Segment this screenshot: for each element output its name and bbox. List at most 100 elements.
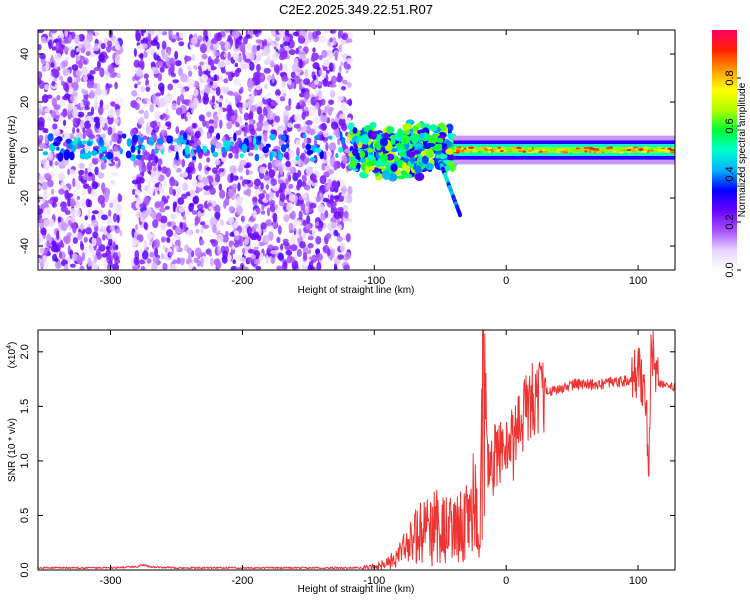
spectrogram-noise-cell <box>211 95 216 104</box>
spectrogram-noise-cell <box>275 36 280 42</box>
spectrogram-noise-cell <box>307 242 314 249</box>
spectrogram-noise-cell <box>38 230 41 236</box>
spectrogram-noise-cell <box>345 251 351 260</box>
spectrogram-noise-cell <box>284 105 292 111</box>
spectrogram-noise-cell <box>301 126 308 134</box>
spectrogram-noise-cell <box>91 156 99 165</box>
spectrogram-noise-cell <box>85 198 91 208</box>
spectrogram-band-cell <box>328 135 333 140</box>
spectrogram-noise-cell <box>72 237 79 244</box>
spectrogram-noise-cell <box>90 188 98 198</box>
spectrogram-noise-cell <box>102 88 108 97</box>
spectrogram-cluster-cell <box>395 142 405 148</box>
spectrogram-noise-cell <box>62 119 67 127</box>
spectrogram-streak-cell <box>458 212 463 218</box>
spectrogram-noise-cell <box>38 30 44 34</box>
spectrogram-noise-cell <box>85 51 91 56</box>
spectrogram-cluster-cell <box>435 154 440 159</box>
spectrogram-noise-cell <box>255 52 262 62</box>
spectrogram-tone-cell <box>460 150 465 153</box>
spectrogram-noise-cell <box>100 133 106 139</box>
spectrogram-band-cell <box>265 143 271 148</box>
spectrogram-noise-cell <box>83 59 88 65</box>
spectrogram-noise-cell <box>242 55 247 61</box>
spectrogram-noise-cell <box>218 189 226 199</box>
spectrogram-noise-cell <box>329 155 336 164</box>
spectrogram-noise-cell <box>248 119 254 125</box>
spectrogram-noise-cell <box>208 175 214 183</box>
spectrogram-band-cell <box>254 153 260 162</box>
spectrogram-band-cell <box>233 132 237 142</box>
spectrogram-noise-cell <box>221 136 226 143</box>
spectrogram-band-cell <box>280 134 287 141</box>
spectrogram-noise-cell <box>176 257 181 265</box>
spectrogram-cluster-cell <box>421 155 429 165</box>
spectrogram-noise-cell <box>92 231 99 239</box>
spectrogram-noise-cell <box>264 83 268 90</box>
spectrogram-noise-cell <box>108 238 113 246</box>
spectrogram-band-cell <box>221 146 226 154</box>
spectrogram-noise-cell <box>117 97 124 107</box>
spectrogram-noise-cell <box>94 30 99 37</box>
spectrogram-noise-cell <box>40 227 47 236</box>
spectrogram-noise-cell <box>140 86 146 93</box>
spectrogram-noise-cell <box>346 57 352 65</box>
spectrogram-noise-cell <box>337 207 344 212</box>
spectrogram-noise-cell <box>241 108 246 113</box>
spectrogram-noise-cell <box>45 61 50 72</box>
spectrogram-noise-cell <box>191 109 195 114</box>
spectrogram-noise-cell <box>165 108 169 115</box>
spectrogram-noise-cell <box>331 222 337 229</box>
spectrogram-noise-cell <box>142 99 148 105</box>
spectrogram-noise-cell <box>113 146 119 152</box>
spectrogram-tone-cell <box>500 147 506 151</box>
spectrogram-noise-cell <box>227 90 234 96</box>
spectrogram-noise-cell <box>161 40 167 50</box>
spectrogram-noise-cell <box>315 30 322 36</box>
spectrogram-noise-cell <box>211 37 218 44</box>
spectrogram-noise-cell <box>227 254 232 262</box>
spectrogram-noise-cell <box>279 96 286 102</box>
snr-xtick-label: -200 <box>231 575 253 587</box>
spectrogram-band-cell <box>339 131 343 141</box>
spectrogram-tone-cell <box>495 149 501 152</box>
spectrogram-noise-cell <box>172 189 176 197</box>
spectrogram-ylabel: Frequency (Hz) <box>7 116 18 185</box>
spectrogram-noise-cell <box>325 232 332 240</box>
spectrogram-noise-cell <box>312 178 318 184</box>
spectrogram-cluster-cell <box>445 148 455 155</box>
spectrogram-tone-cell <box>605 146 611 150</box>
spectrogram-noise-cell <box>308 128 316 136</box>
spectrogram-noise-cell <box>101 214 108 221</box>
spectrogram-noise-cell <box>101 182 106 193</box>
spectrogram-band-cell <box>175 151 179 161</box>
spectrogram-noise-cell <box>246 257 253 263</box>
spectrogram-noise-cell <box>114 103 121 111</box>
spectrogram-noise-cell <box>232 259 237 265</box>
snr-y-ticks: 0.0 0.5 1.0 1.5 2.0 <box>19 344 675 578</box>
spectrogram-noise-cell <box>131 89 138 97</box>
spectrogram-noise-cell <box>175 126 180 135</box>
spectrogram-band-cell <box>136 154 142 160</box>
spectrogram-noise-cell <box>118 194 123 202</box>
spectrogram-noise-cell <box>281 263 288 270</box>
spectrogram-noise-cell <box>256 121 264 129</box>
spectrogram-noise-cell <box>50 188 55 195</box>
spectrogram-cluster-cell <box>380 154 388 162</box>
spectrogram-noise-cell <box>213 104 220 109</box>
spectrogram-noise-cell <box>198 114 205 122</box>
spectrogram-noise-cell <box>287 78 292 86</box>
spectrogram-noise-cell <box>283 41 291 46</box>
spectrogram-cluster-cell <box>429 124 438 132</box>
spectrogram-noise-cell <box>270 30 276 37</box>
spectrogram-noise-cell <box>186 126 194 133</box>
spectrogram-noise-cell <box>244 58 252 63</box>
spectrogram-noise-cell <box>135 224 139 231</box>
spectrogram-tone-cell <box>656 147 661 151</box>
spectrogram-noise-cell <box>288 98 292 107</box>
colorbar-tick-label: 0.4 <box>724 166 736 181</box>
spectrogram-noise-cell <box>265 193 270 201</box>
spectrogram-noise-cell <box>338 117 346 127</box>
spectrogram-noise-cell <box>330 248 335 256</box>
spectrogram-noise-cell <box>333 195 340 200</box>
